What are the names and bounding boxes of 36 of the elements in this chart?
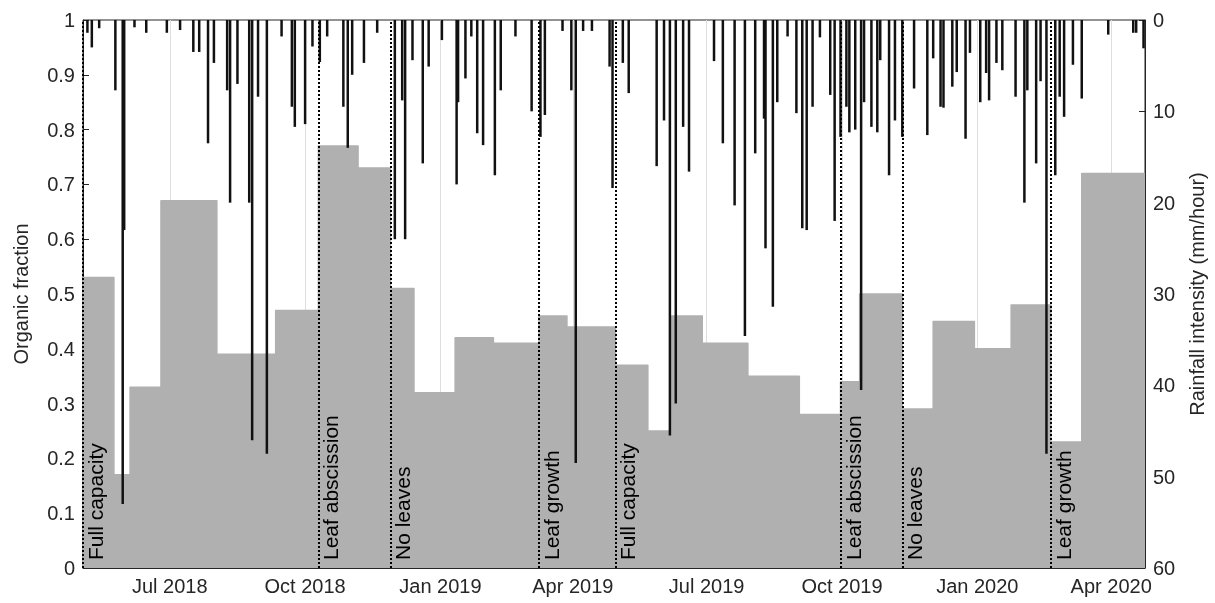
ref-line-label: Full capacity (84, 442, 107, 560)
ref-line-label: Full capacity (616, 442, 640, 560)
x-tick-label: Jan 2020 (936, 575, 1019, 597)
x-tick-label: Jan 2019 (399, 575, 482, 597)
y2-tick-label: 10 (1153, 100, 1176, 123)
y-tick-label: 0 (63, 557, 75, 579)
ref-line-label: Leaf growth (1051, 450, 1075, 560)
x-tick-label: Jul 2018 (131, 575, 208, 597)
ref-line-label: Leaf abscission (841, 415, 865, 560)
x-tick-label: Apr 2020 (1070, 575, 1152, 597)
y-tick-label: 0.4 (47, 337, 75, 360)
x-tick-label: Jul 2019 (668, 575, 745, 597)
y2-tick-label: 0 (1153, 9, 1165, 31)
y-tick-label: 0.2 (47, 447, 75, 470)
ref-line-label: No leaves (391, 466, 415, 560)
x-tick-label: Apr 2019 (532, 575, 614, 597)
y2-tick-label: 60 (1153, 557, 1176, 579)
y2-axis-title: Rainfall intensity (mm/hour) (1186, 172, 1208, 416)
ref-line-label: No leaves (903, 466, 927, 560)
y2-tick-label: 40 (1153, 374, 1176, 397)
y-tick-label: 0.1 (47, 502, 75, 525)
ref-line-label: Leaf abscission (319, 415, 343, 560)
y2-tick-label: 20 (1153, 191, 1176, 214)
y-tick-label: 0.7 (47, 173, 75, 196)
y-tick-label: 0.3 (47, 392, 75, 415)
y-tick-label: 0.8 (47, 118, 75, 141)
ref-line-label: Leaf growth (539, 450, 563, 560)
x-tick-label: Oct 2018 (264, 575, 346, 597)
y-tick-label: 1 (63, 9, 75, 31)
x-tick-label: Oct 2019 (801, 575, 883, 597)
y-tick-label: 0.9 (47, 63, 75, 86)
y2-tick-label: 30 (1153, 283, 1176, 305)
y-tick-label: 0.6 (47, 228, 75, 251)
y-axis-title: Organic fraction (10, 223, 32, 365)
y2-tick-label: 50 (1153, 465, 1176, 488)
y-tick-label: 0.5 (47, 283, 75, 305)
